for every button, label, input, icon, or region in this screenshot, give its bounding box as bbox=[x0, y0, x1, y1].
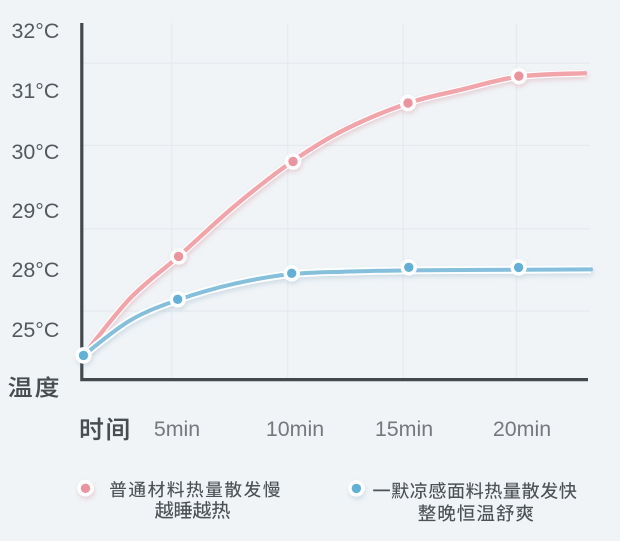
svg-text:30°C: 30°C bbox=[12, 140, 60, 164]
svg-text:32°C: 32°C bbox=[12, 19, 60, 43]
svg-text:15min: 15min bbox=[375, 417, 433, 441]
svg-text:31°C: 31°C bbox=[12, 79, 60, 103]
svg-text:29°C: 29°C bbox=[12, 199, 60, 223]
svg-text:5min: 5min bbox=[154, 417, 200, 441]
svg-text:25°C: 25°C bbox=[12, 318, 60, 342]
svg-text:20min: 20min bbox=[493, 417, 551, 441]
svg-text:28°C: 28°C bbox=[12, 258, 60, 282]
svg-text:10min: 10min bbox=[266, 417, 324, 441]
